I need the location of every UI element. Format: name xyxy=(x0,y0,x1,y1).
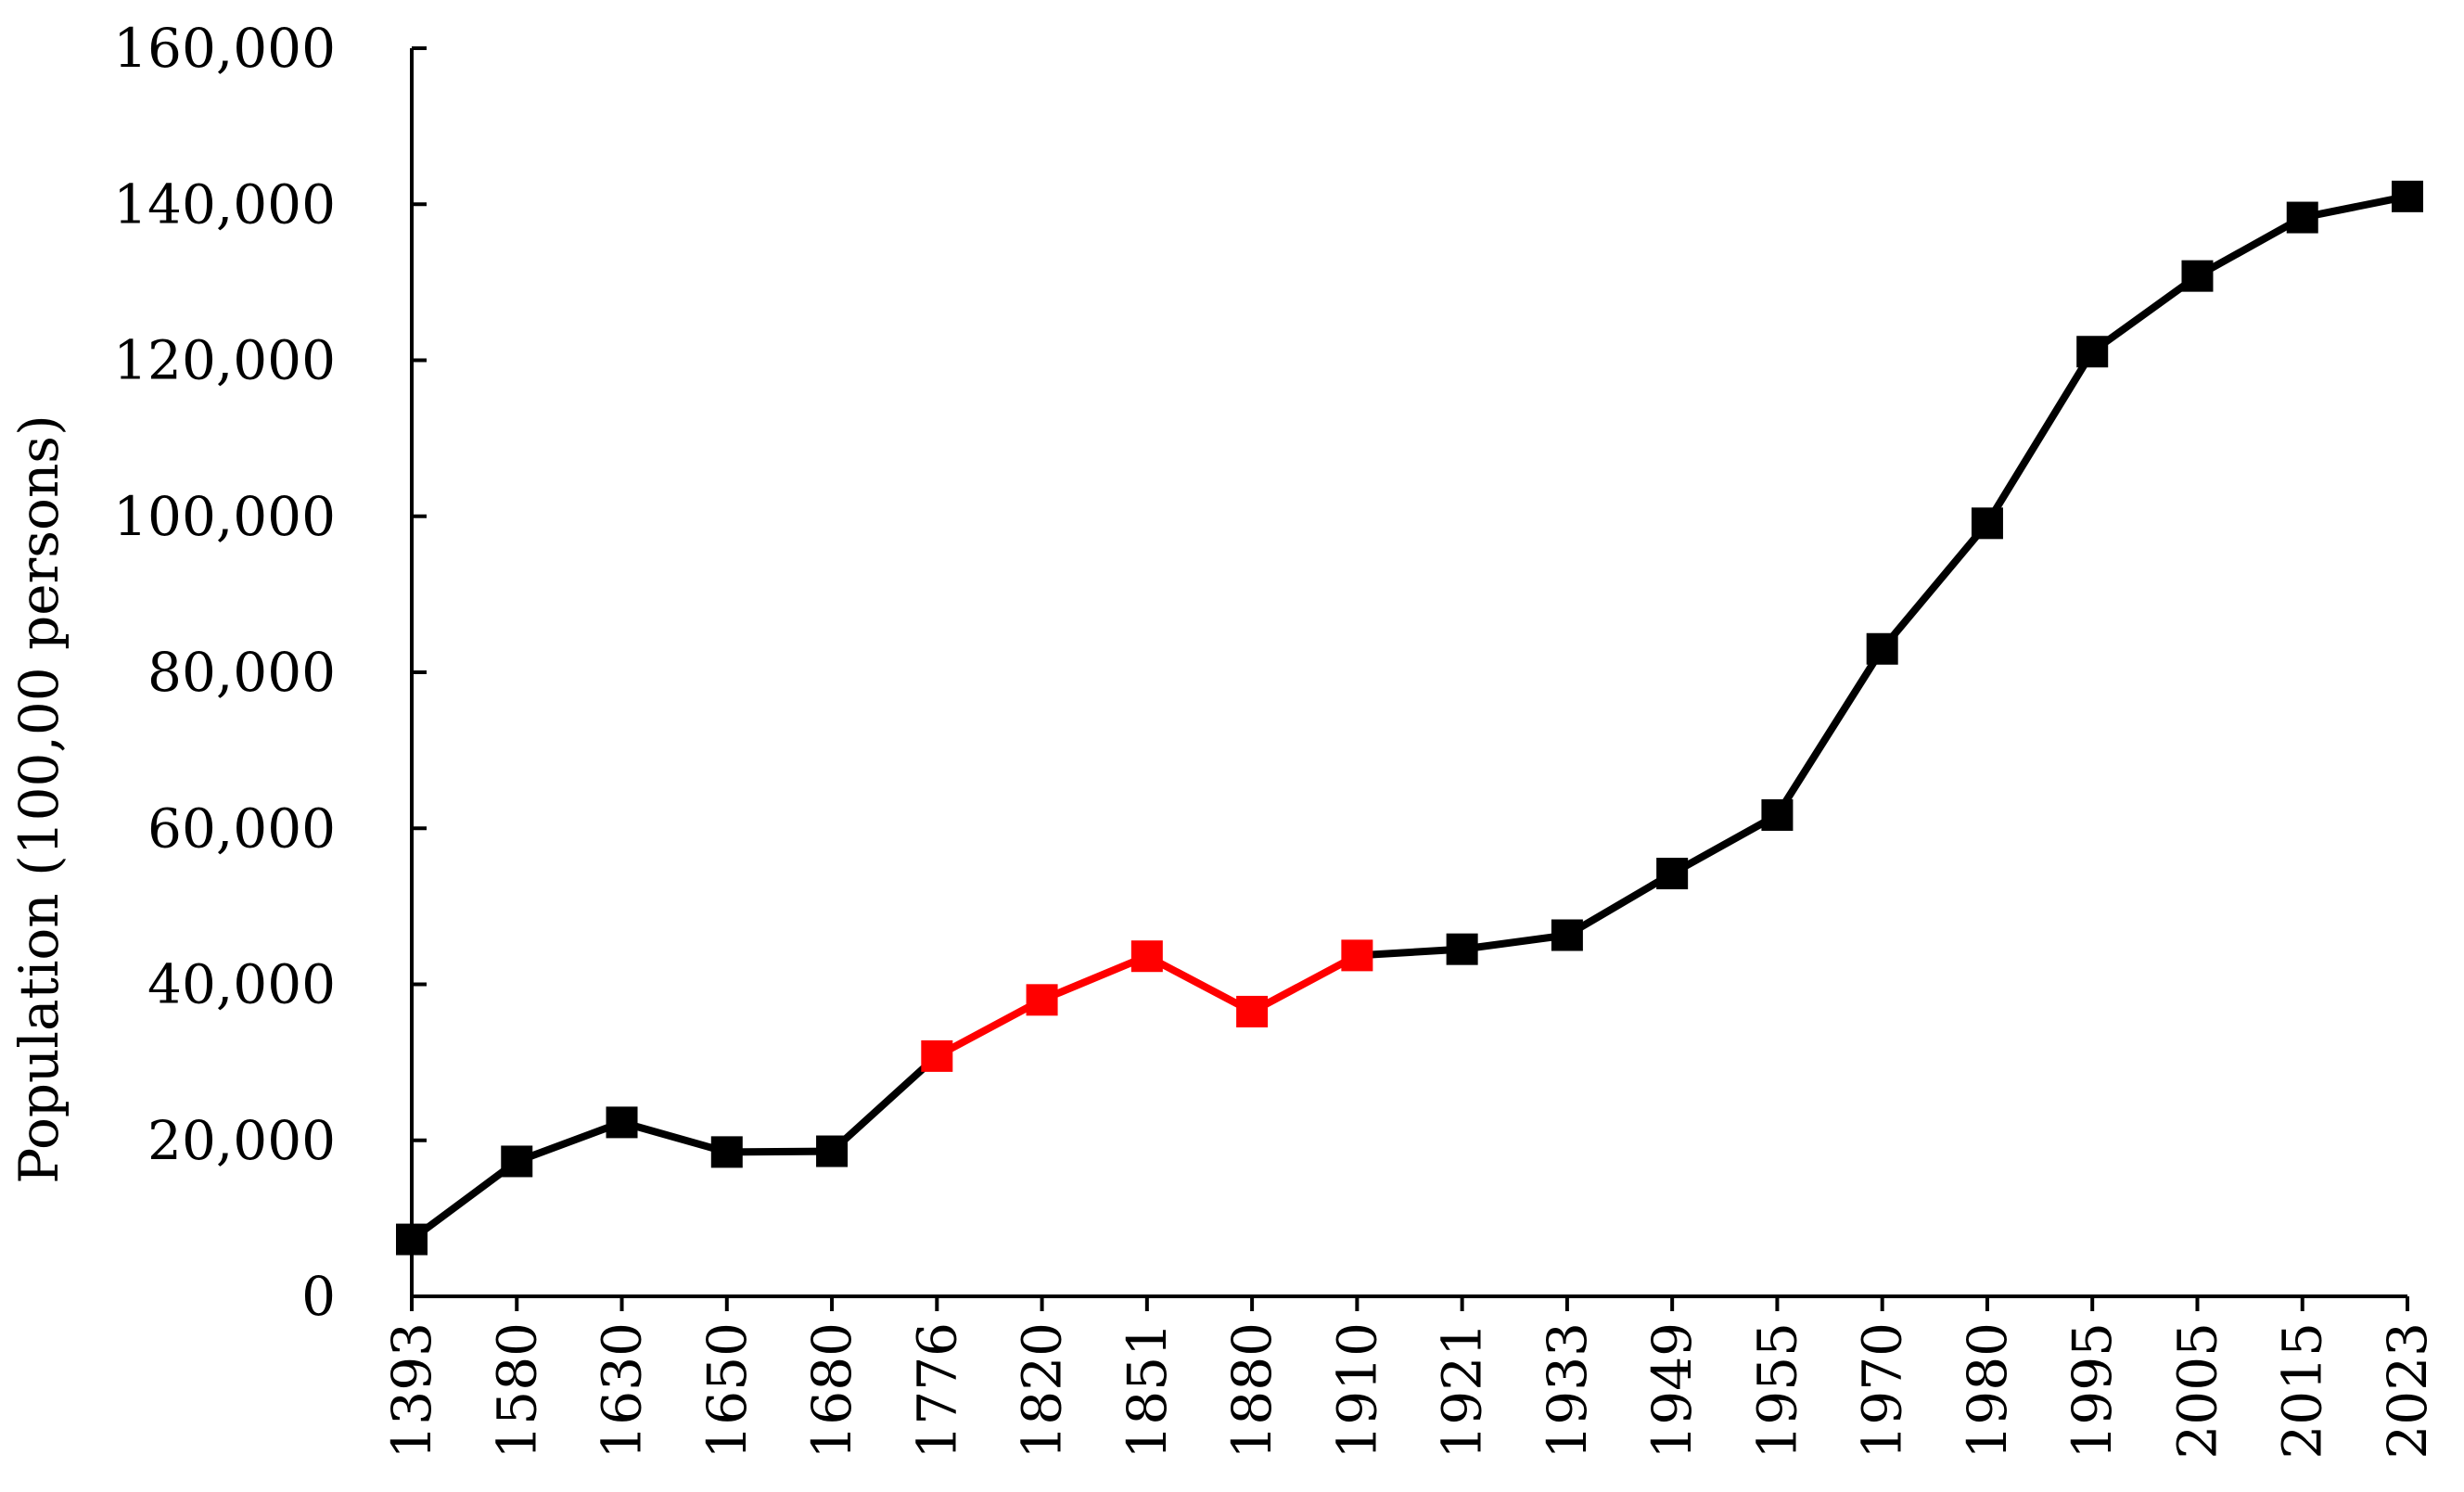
x-tick-label: 2015 xyxy=(2271,1322,2334,1460)
x-tick-label: 1933 xyxy=(1536,1322,1599,1460)
x-axis: 1393 1580 1630 1650 1680 1776 1820 1851 1880 1910… xyxy=(380,1294,2439,1460)
x-tick-label: 1851 xyxy=(1116,1322,1179,1460)
y-tick-label: 120,000 xyxy=(113,329,336,392)
data-point-marker xyxy=(1656,858,1689,890)
data-point-marker xyxy=(1130,940,1163,973)
data-point-marker xyxy=(710,1136,743,1168)
data-point-marker xyxy=(2076,336,2109,368)
x-tick-label: 1680 xyxy=(800,1322,863,1460)
x-tick-label: 1995 xyxy=(2061,1322,2124,1460)
data-point-marker xyxy=(2392,180,2423,212)
series-segment xyxy=(1983,348,2097,528)
x-tick-label: 1776 xyxy=(905,1322,968,1460)
series-segment xyxy=(1458,931,1571,953)
series-segment xyxy=(408,1157,521,1243)
data-point-marker xyxy=(1341,939,1373,972)
x-tick-label: 1980 xyxy=(1956,1322,2019,1460)
series-segment xyxy=(1878,519,1991,653)
x-tick-label: 1921 xyxy=(1431,1322,1494,1460)
series-segment xyxy=(1248,951,1361,1015)
x-tick-label: 1630 xyxy=(591,1322,654,1460)
data-point-marker xyxy=(606,1106,638,1139)
data-point-marker xyxy=(816,1135,849,1167)
data-point-marker xyxy=(1866,632,1898,665)
x-tick-label: 1880 xyxy=(1220,1322,1283,1460)
data-point-marker xyxy=(1446,933,1478,965)
x-tick-label: 1650 xyxy=(696,1322,759,1460)
series-segment xyxy=(2193,213,2306,280)
x-tick-label: 2005 xyxy=(2165,1322,2228,1460)
series-segment xyxy=(513,1118,626,1166)
data-point-marker xyxy=(501,1145,533,1178)
series-segment xyxy=(2298,192,2411,222)
population-series xyxy=(396,180,2423,1256)
x-tick-label: 1820 xyxy=(1011,1322,1074,1460)
series-segment xyxy=(1143,952,1257,1015)
series-segment xyxy=(618,1118,731,1156)
series-segment xyxy=(2088,272,2202,356)
data-point-marker xyxy=(1971,507,2003,540)
x-tick-label: 1393 xyxy=(380,1322,443,1460)
series-segment xyxy=(828,1052,941,1155)
data-point-marker xyxy=(1551,919,1583,951)
y-tick-label: 0 xyxy=(301,1265,336,1328)
series-segment xyxy=(1353,945,1466,960)
data-point-marker xyxy=(396,1223,428,1256)
x-tick-label: 1910 xyxy=(1325,1322,1388,1460)
data-point-marker xyxy=(2181,260,2214,292)
series-segment xyxy=(933,996,1046,1060)
series-segment xyxy=(1668,810,1781,878)
y-tick-label: 60,000 xyxy=(147,797,336,860)
x-tick-label: 1955 xyxy=(1745,1322,1808,1460)
y-tick-label: 20,000 xyxy=(147,1109,336,1172)
y-axis-title: Population (100,00 persons) xyxy=(7,414,70,1183)
x-tick-label: 1949 xyxy=(1641,1322,1704,1460)
y-tick-label: 160,000 xyxy=(113,17,336,80)
y-tick-label: 80,000 xyxy=(147,641,336,704)
y-tick-label: 140,000 xyxy=(113,172,336,236)
series-segment xyxy=(1563,870,1677,939)
series-segment xyxy=(722,1147,836,1156)
y-tick-label: 100,000 xyxy=(113,485,336,548)
data-point-marker xyxy=(1026,984,1058,1016)
x-tick-label: 1970 xyxy=(1851,1322,1914,1460)
x-tick-label: 2023 xyxy=(2376,1322,2439,1460)
y-axis: 0 20,000 40,000 60,000 80,000 100,000 120,000 1… xyxy=(113,17,427,1328)
data-point-marker xyxy=(1236,995,1269,1027)
y-tick-label: 40,000 xyxy=(147,953,336,1016)
x-tick-label: 1580 xyxy=(485,1322,548,1460)
data-point-marker xyxy=(1761,798,1794,831)
series-segment xyxy=(1038,952,1151,1004)
data-point-marker xyxy=(2286,201,2318,234)
series-segment xyxy=(1773,644,1886,819)
data-point-marker xyxy=(921,1039,953,1072)
